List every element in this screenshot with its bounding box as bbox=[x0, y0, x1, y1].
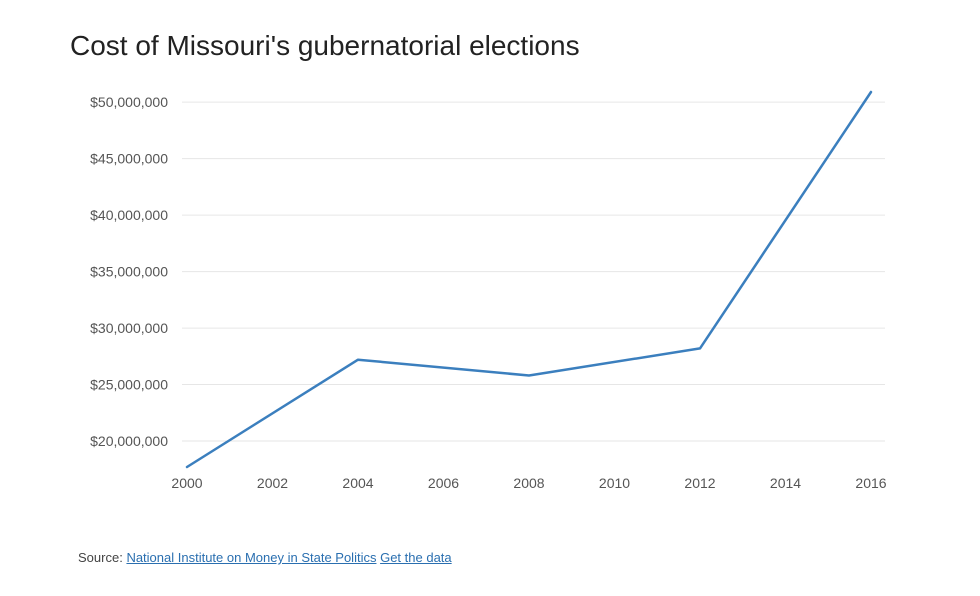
x-tick-label: 2008 bbox=[513, 475, 544, 491]
chart-title: Cost of Missouri's gubernatorial electio… bbox=[70, 30, 580, 61]
series bbox=[185, 90, 873, 469]
y-tick-label: $20,000,000 bbox=[90, 433, 168, 449]
x-tick-label: 2002 bbox=[257, 475, 288, 491]
x-tick-label: 2010 bbox=[599, 475, 630, 491]
get-data-link[interactable]: Get the data bbox=[380, 550, 452, 565]
y-tick-label: $35,000,000 bbox=[90, 264, 168, 280]
source-note: Source: National Institute on Money in S… bbox=[78, 550, 452, 565]
x-tick-label: 2012 bbox=[684, 475, 715, 491]
source-label: Source: bbox=[78, 550, 123, 565]
x-tick-label: 2004 bbox=[342, 475, 373, 491]
y-tick-label: $30,000,000 bbox=[90, 320, 168, 336]
y-tick-label: $45,000,000 bbox=[90, 151, 168, 167]
gridlines bbox=[182, 101, 885, 442]
x-tick-label: 2006 bbox=[428, 475, 459, 491]
source-link[interactable]: National Institute on Money in State Pol… bbox=[126, 550, 377, 565]
x-tick-label: 2000 bbox=[171, 475, 202, 491]
y-tick-label: $25,000,000 bbox=[90, 377, 168, 393]
y-tick-label: $50,000,000 bbox=[90, 94, 168, 110]
series-line bbox=[185, 90, 873, 469]
y-tick-label: $40,000,000 bbox=[90, 207, 168, 223]
line-chart: $20,000,000 $25,000,000 $30,000,000 $35,000… bbox=[90, 90, 887, 491]
x-axis-ticks: 2000 2002 2004 2006 2008 2010 2012 2014 2016 bbox=[171, 475, 886, 491]
x-tick-label: 2014 bbox=[770, 475, 801, 491]
x-tick-label: 2016 bbox=[855, 475, 886, 491]
y-axis-ticks: $20,000,000 $25,000,000 $30,000,000 $35,000… bbox=[90, 94, 168, 449]
